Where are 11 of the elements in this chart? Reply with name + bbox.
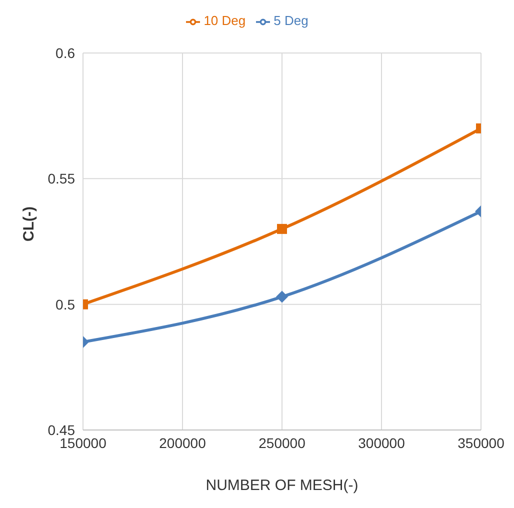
y-tick-label: 0.5 bbox=[56, 296, 76, 312]
x-tick-label: 350000 bbox=[458, 434, 505, 451]
x-axis-title: NUMBER OF MESH(-) bbox=[206, 477, 358, 494]
y-tick-label: 0.55 bbox=[48, 170, 76, 187]
x-tick-label: 200000 bbox=[159, 434, 206, 451]
x-tick-label: 300000 bbox=[358, 434, 406, 451]
y-axis-title: CL(-) bbox=[20, 206, 38, 242]
y-tick-label: 0.6 bbox=[56, 44, 76, 61]
x-tick-label: 250000 bbox=[258, 434, 306, 451]
legend-label: 10 Deg bbox=[204, 13, 246, 28]
legend-label: 5 Deg bbox=[274, 13, 308, 28]
